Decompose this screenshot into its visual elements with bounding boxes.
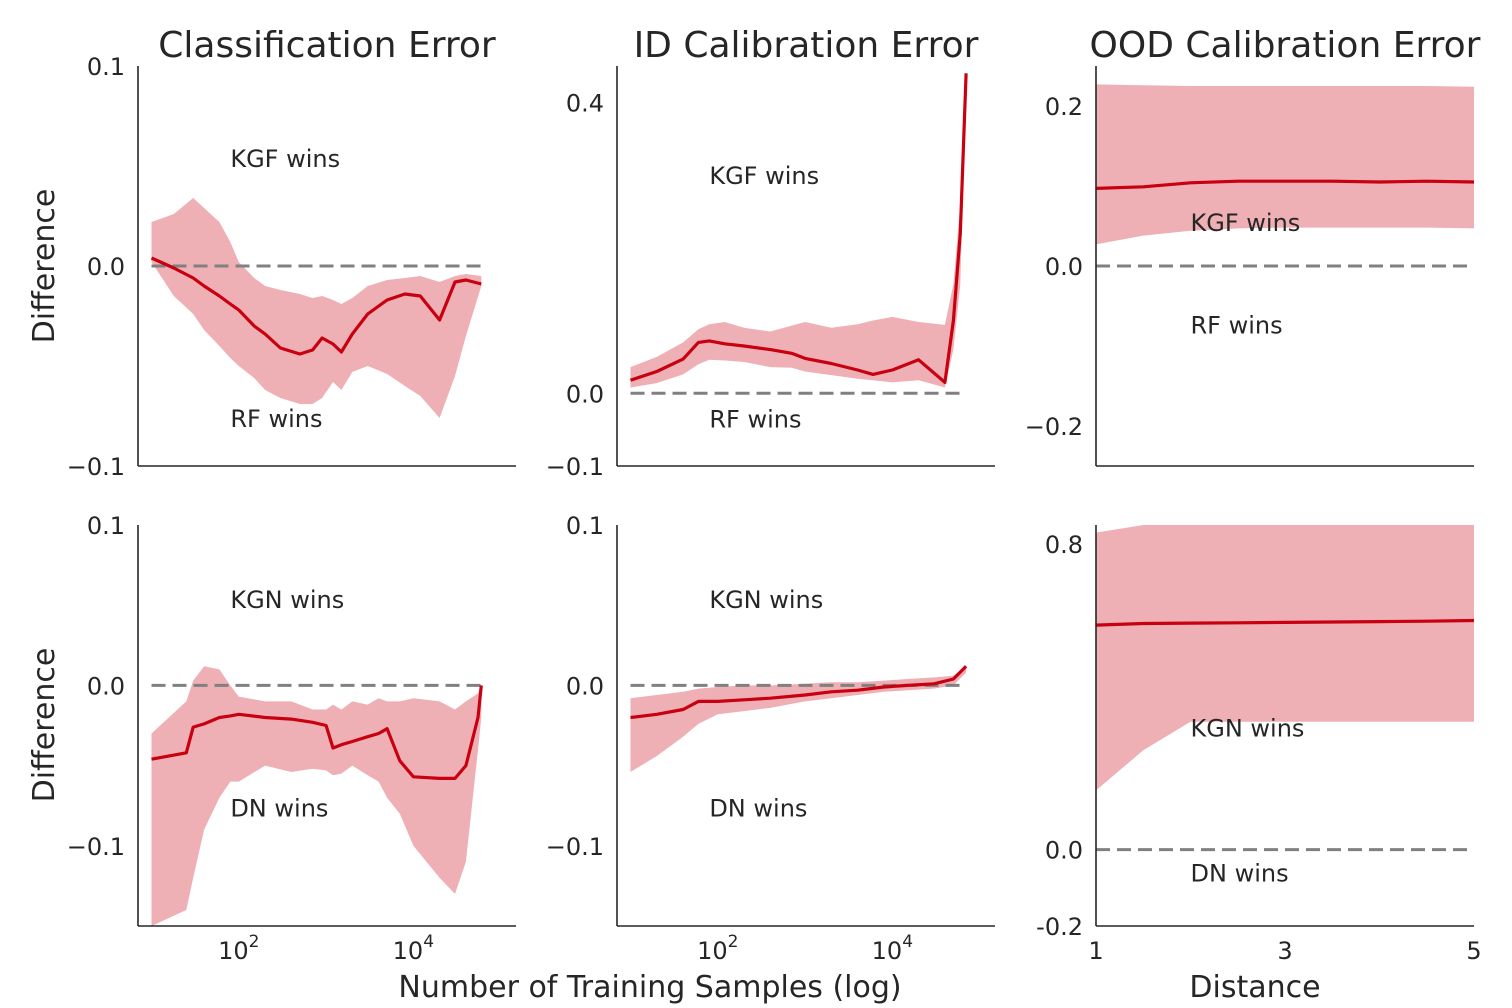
confidence-band [151, 198, 482, 418]
y-tick-label: −0.1 [546, 453, 604, 481]
panel-0-2: 0.2 0.0 −0.2 KGF wins RF wins [1025, 66, 1474, 467]
confidence-band [630, 73, 967, 388]
confidence-band [151, 666, 482, 926]
wins-annotation: DN wins [1191, 860, 1289, 888]
y-tick-label: 0.0 [1045, 253, 1083, 281]
ylabel-row-1: Difference [27, 189, 62, 344]
title-id-calibration-error: ID Calibration Error [634, 25, 979, 66]
mean-difference-line [150, 256, 482, 356]
x-tick-label: 104 [393, 932, 434, 965]
wins-annotation: KGN wins [709, 586, 823, 614]
wins-annotation: RF wins [709, 406, 801, 434]
wins-annotation: RF wins [1191, 311, 1283, 339]
y-tick-label: 0.0 [87, 253, 125, 281]
y-tick-label: 0.0 [1045, 837, 1083, 865]
wins-annotation: KGF wins [230, 145, 340, 173]
y-tick-label: 0.4 [566, 89, 604, 117]
y-tick-label: −0.1 [67, 453, 125, 481]
panel-0-1: 0.4 0.0 −0.1 KGF wins RF wins [546, 66, 995, 481]
y-tick-label: −0.1 [67, 833, 125, 861]
y-tick-label: −0.2 [1025, 413, 1083, 441]
y-tick-label: 0.1 [87, 53, 125, 81]
mean-difference-line [151, 685, 483, 781]
confidence-band [630, 666, 967, 772]
y-tick-label: 0.1 [87, 512, 125, 540]
confidence-band [1096, 84, 1474, 245]
x-tick-label: 5 [1466, 937, 1481, 965]
title-ood-calibration-error: OOD Calibration Error [1090, 25, 1481, 66]
mean-difference-line [630, 665, 968, 720]
wins-annotation: DN wins [709, 794, 807, 822]
x-tick-label: 102 [218, 932, 259, 965]
mean-difference-line [629, 73, 968, 384]
panel-1-2: 0.8 0.0 -0.21 3 5 KGN wins DN wins [1036, 525, 1482, 965]
panel-1-1: 0.1 0.0 −0.1 102 104 KGN wins DN wins [546, 512, 995, 965]
panel-1-0: 0.1 0.0 −0.1 102 104 KGN wins DN wins [67, 512, 516, 965]
xlabel-distance: Distance [1189, 970, 1320, 1005]
wins-annotation: KGN wins [230, 586, 344, 614]
mean-difference-line [1096, 618, 1474, 627]
y-tick-label: 0.1 [566, 512, 604, 540]
wins-annotation: KGN wins [1191, 714, 1305, 742]
x-tick-label: 1 [1088, 937, 1103, 965]
y-tick-label: −0.1 [546, 833, 604, 861]
wins-annotation: RF wins [230, 405, 322, 433]
y-tick-label: 0.0 [87, 672, 125, 700]
y-tick-label: -0.2 [1036, 913, 1083, 941]
x-tick-label: 102 [697, 932, 738, 965]
wins-annotation: DN wins [230, 794, 328, 822]
mean-difference-line [1096, 179, 1474, 190]
x-tick-label: 104 [872, 932, 913, 965]
x-tick-label: 3 [1277, 937, 1292, 965]
title-classification-error: Classification Error [158, 25, 496, 66]
xlabel-training-samples: Number of Training Samples (log) [398, 970, 901, 1005]
ylabel-row-2: Difference [27, 648, 62, 803]
panel-0-0: 0.1 0.0 −0.1 KGF wins RF wins [67, 53, 516, 481]
confidence-band [1096, 525, 1474, 791]
y-tick-label: 0.8 [1045, 531, 1083, 559]
panels-group: 0.1 0.0 −0.1 KGF wins RF wins 0.4 0.0 −0.1 KGF w… [67, 53, 1482, 965]
wins-annotation: KGF wins [1191, 209, 1301, 237]
y-tick-label: 0.2 [1045, 93, 1083, 121]
y-tick-label: 0.0 [566, 672, 604, 700]
wins-annotation: KGF wins [709, 162, 819, 190]
y-tick-label: 0.0 [566, 380, 604, 408]
